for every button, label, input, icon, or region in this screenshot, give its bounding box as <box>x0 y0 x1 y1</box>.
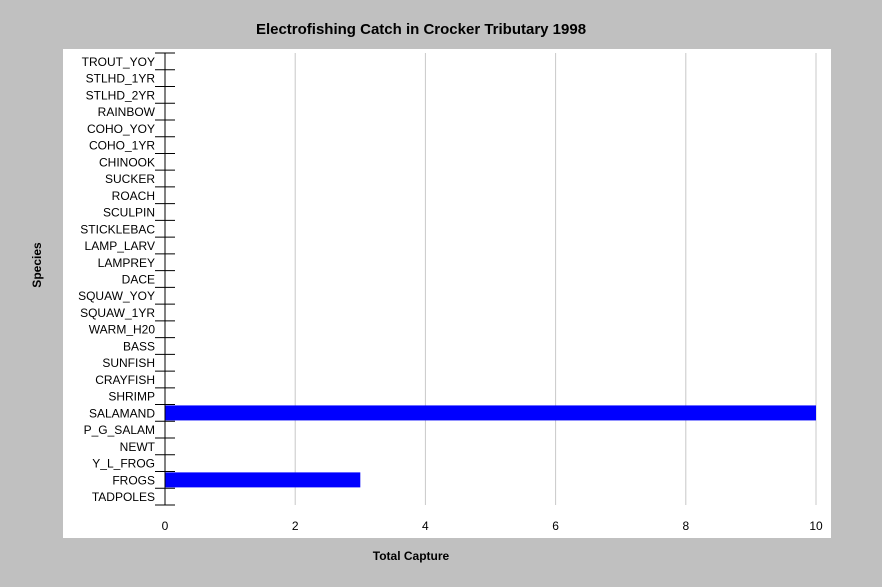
x-axis-label: Total Capture <box>373 549 450 563</box>
y-tick-label: P_G_SALAM <box>84 423 155 437</box>
y-tick-label: STICKLEBAC <box>80 222 155 236</box>
x-tick-label: 4 <box>422 519 429 533</box>
y-tick-label: COHO_1YR <box>89 139 155 153</box>
x-tick-label: 6 <box>552 519 559 533</box>
bar <box>165 472 361 488</box>
axes <box>155 52 175 506</box>
plot-area <box>63 49 831 538</box>
y-tick-label: COHO_YOY <box>87 122 155 136</box>
y-tick-label: FROGS <box>112 473 155 487</box>
y-tick-label: LAMPREY <box>98 256 155 270</box>
y-tick-label: SQUAW_1YR <box>80 306 155 320</box>
y-tick-label: TROUT_YOY <box>82 55 155 69</box>
x-tick-label: 8 <box>682 519 689 533</box>
y-tick-label: NEWT <box>120 440 156 454</box>
y-tick-label: SQUAW_YOY <box>78 289 155 303</box>
y-tick-label: ROACH <box>112 189 155 203</box>
x-tick-label: 10 <box>809 519 823 533</box>
y-tick-label: Y_L_FROG <box>92 457 155 471</box>
y-tick-label: SHRIMP <box>108 390 155 404</box>
bars <box>165 405 816 488</box>
x-tick-label: 2 <box>292 519 299 533</box>
y-tick-label: RAINBOW <box>98 105 156 119</box>
grid-lines <box>294 53 817 505</box>
bar <box>165 405 816 421</box>
y-tick-label: BASS <box>123 339 155 353</box>
y-tick-label: TADPOLES <box>92 490 155 504</box>
y-tick-label: DACE <box>122 273 155 287</box>
y-tick-label: STLHD_1YR <box>86 72 156 86</box>
y-tick-label: SCULPIN <box>103 206 155 220</box>
chart-title: Electrofishing Catch in Crocker Tributar… <box>256 21 586 38</box>
y-tick-label: STLHD_2YR <box>86 88 156 102</box>
y-tick-label: WARM_H20 <box>89 323 156 337</box>
y-tick-label: LAMP_LARV <box>85 239 155 253</box>
y-tick-label: CRAYFISH <box>95 373 155 387</box>
y-tick-labels: TROUT_YOY STLHD_1YR STLHD_2YR RAINBOW COHO_Y… <box>78 55 156 504</box>
y-tick-label: SUNFISH <box>102 356 155 370</box>
y-axis-label: Species <box>30 242 44 288</box>
y-tick-label: CHINOOK <box>99 155 155 169</box>
y-tick-label: SUCKER <box>105 172 155 186</box>
x-tick-label: 0 <box>162 519 169 533</box>
y-tick-label: SALAMAND <box>89 406 155 420</box>
x-tick-labels: 0 2 4 6 8 10 <box>162 519 823 533</box>
